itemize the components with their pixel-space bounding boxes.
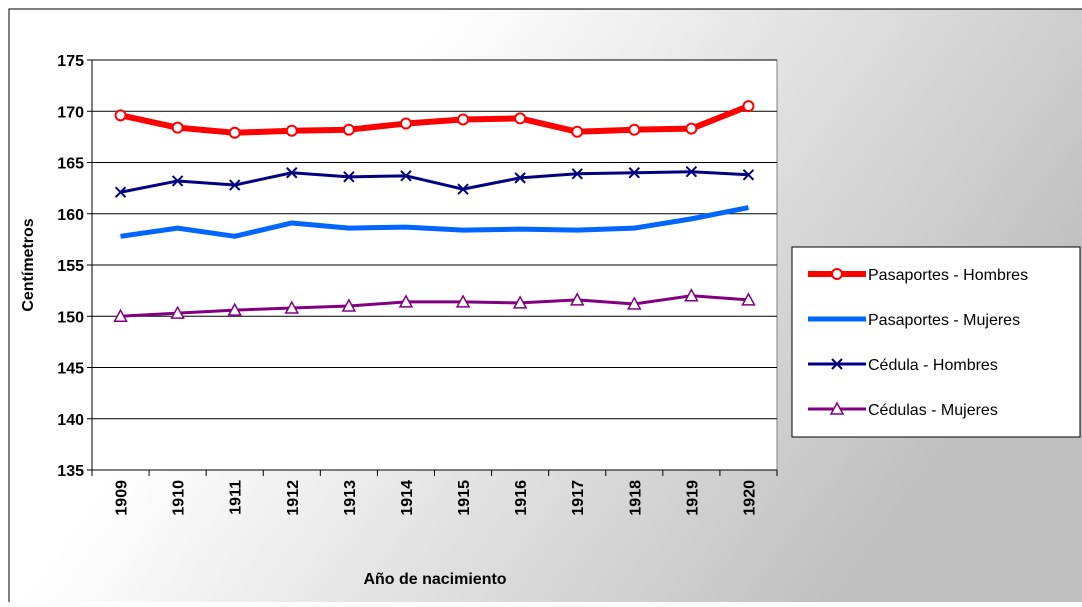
x-tick-label: 1911 <box>228 480 245 515</box>
y-axis-label: Centímetros <box>20 218 37 311</box>
marker <box>829 401 845 415</box>
y-tick-label: 160 <box>57 207 84 224</box>
marker <box>569 292 585 306</box>
marker <box>284 300 300 314</box>
y-tick-label: 145 <box>57 361 84 378</box>
marker <box>343 171 355 183</box>
y-tick-label: 170 <box>57 104 84 121</box>
x-axis-label: Año de nacimiento <box>363 571 506 588</box>
marker <box>457 113 470 126</box>
y-tick-label: 155 <box>57 258 84 275</box>
series-line <box>120 170 749 194</box>
marker <box>399 117 412 130</box>
x-tick-label: 1916 <box>513 480 530 516</box>
marker <box>742 100 755 113</box>
x-tick-label: 1919 <box>684 480 701 516</box>
y-tick-label: 140 <box>57 412 84 429</box>
marker <box>228 126 241 139</box>
marker <box>400 170 412 182</box>
marker <box>741 292 756 306</box>
marker <box>457 183 469 195</box>
marker <box>229 179 241 191</box>
marker <box>685 122 698 135</box>
marker <box>455 294 471 308</box>
marker <box>342 123 355 136</box>
y-tick-label: 175 <box>57 53 84 70</box>
legend-label: Cédula - Hombres <box>868 357 998 374</box>
marker <box>685 166 698 178</box>
x-tick-label: 1917 <box>570 480 587 516</box>
marker <box>514 112 527 125</box>
marker <box>171 175 184 187</box>
marker <box>170 305 185 319</box>
marker <box>171 121 184 134</box>
marker <box>831 268 843 280</box>
marker <box>514 172 526 184</box>
series-line <box>120 294 749 318</box>
marker <box>227 302 242 316</box>
marker <box>398 294 414 308</box>
y-tick-label: 165 <box>57 156 84 173</box>
x-tick-label: 1920 <box>741 480 758 516</box>
y-tick-label: 135 <box>57 463 84 480</box>
x-tick-label: 1915 <box>456 480 473 516</box>
x-tick-label: 1918 <box>627 480 644 516</box>
marker <box>512 295 528 309</box>
series-line <box>120 205 749 239</box>
marker <box>684 288 699 302</box>
legend-label: Pasaportes - Hombres <box>868 267 1028 284</box>
marker <box>114 109 127 122</box>
marker <box>627 296 642 310</box>
marker <box>628 123 641 136</box>
x-tick-label: 1909 <box>114 480 131 516</box>
marker <box>628 167 640 179</box>
x-tick-label: 1913 <box>342 480 359 516</box>
marker <box>742 169 755 181</box>
y-tick-label: 150 <box>57 309 84 326</box>
legend-label: Pasaportes - Mujeres <box>868 312 1020 329</box>
marker <box>341 298 357 312</box>
legend-label: Cédulas - Mujeres <box>868 402 998 419</box>
marker <box>571 168 583 180</box>
series-line <box>119 103 750 136</box>
x-tick-label: 1912 <box>285 480 302 516</box>
x-tick-label: 1914 <box>399 480 416 516</box>
marker <box>285 124 298 137</box>
x-tick-label: 1910 <box>171 480 188 516</box>
marker <box>571 125 584 138</box>
marker <box>831 358 843 370</box>
marker <box>286 167 298 179</box>
marker <box>113 308 128 322</box>
legend-box <box>791 246 1081 438</box>
marker <box>114 186 127 198</box>
